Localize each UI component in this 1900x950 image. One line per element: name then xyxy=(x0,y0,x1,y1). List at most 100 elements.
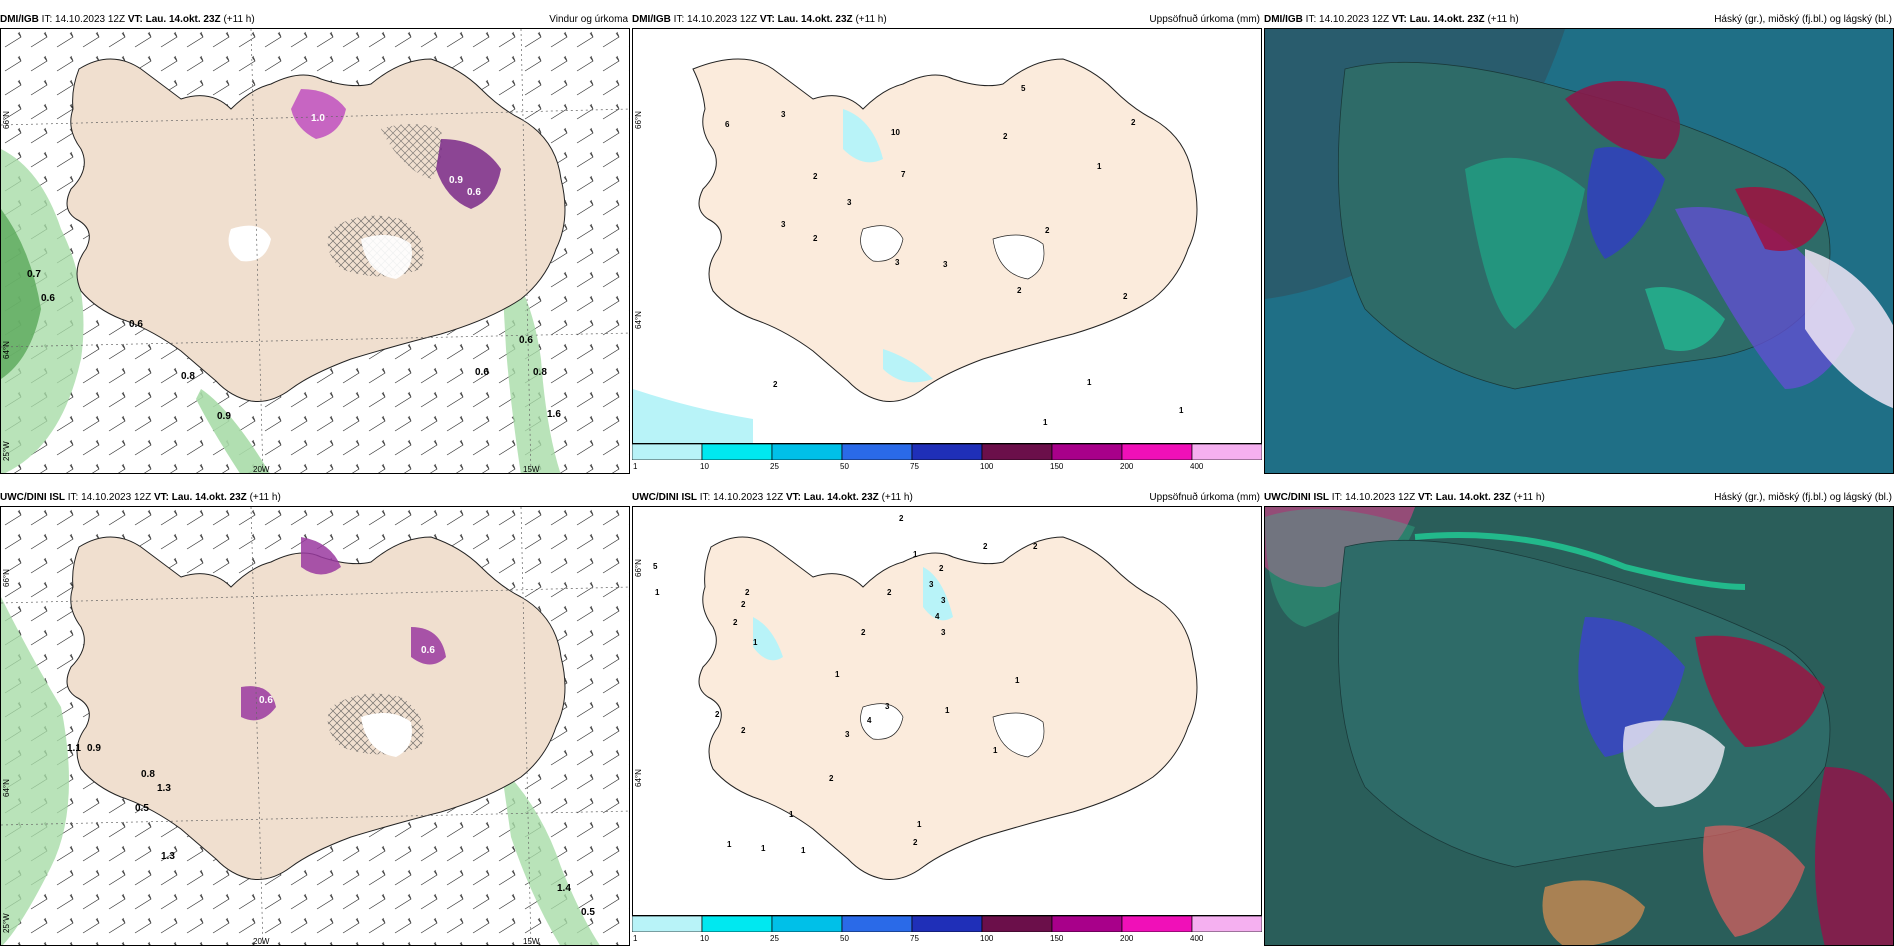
lon-label-20w: 20W xyxy=(253,465,270,474)
gridline-20w xyxy=(250,507,264,945)
precip-value: 0.9 xyxy=(217,411,231,422)
precip-area-east-purple xyxy=(411,627,446,665)
precip-area xyxy=(883,349,933,383)
precip-value: 1.1 xyxy=(67,743,81,754)
panel-clouds-top: DMI/IGB IT: 14.10.2023 12Z VT: Lau. 14.o… xyxy=(1264,12,1894,474)
product-title: Uppsöfnuð úrkoma (mm) xyxy=(1149,492,1260,503)
panel-header: UWC/DINI ISL IT: 14.10.2023 12Z VT: Lau.… xyxy=(1264,490,1894,506)
precip-value: 1 xyxy=(1097,162,1102,171)
lon-label-20w: 20W xyxy=(253,937,270,946)
precip-value: 2 xyxy=(983,542,988,551)
panel-precip-bottom: UWC/DINI ISL IT: 14.10.2023 12Z VT: Lau.… xyxy=(631,490,1263,943)
precip-area-east xyxy=(501,767,600,945)
precip-value: 1 xyxy=(945,706,950,715)
colorbar-tick: 75 xyxy=(910,462,919,471)
wind-values: 0.7 0.6 0.6 0.8 0.9 1.0 0.9 0.6 0.6 0.6 … xyxy=(27,113,561,422)
precip-area-north-purple xyxy=(301,537,341,575)
high-cloud-area xyxy=(1703,825,1805,937)
precip-value: 2 xyxy=(733,618,738,627)
precip-value: 2 xyxy=(899,514,904,523)
colorbar-tick: 1 xyxy=(633,462,638,471)
precip-value: 2 xyxy=(715,710,720,719)
precip-value: 0.8 xyxy=(533,367,547,378)
init-time: 14.10.2023 12Z xyxy=(1345,492,1416,503)
colorbar-swatch xyxy=(631,915,703,933)
precip-value: 0.9 xyxy=(449,175,463,186)
product-title: Háský (gr.), miðský (fj.bl.) og lágský (… xyxy=(1714,14,1892,25)
valid-time: Lau. 14.okt. 23Z xyxy=(145,14,221,25)
colorbar-tick: 10 xyxy=(700,934,709,943)
precip-value: 2 xyxy=(813,172,818,181)
precip-value: 2 xyxy=(939,564,944,573)
precip-value: 1.3 xyxy=(161,851,175,862)
it-label: IT: xyxy=(1331,492,1343,503)
lat-label-64n: 64°N xyxy=(634,311,643,329)
it-label: IT: xyxy=(699,492,711,503)
precip-area-north-purple xyxy=(291,89,346,139)
precip-value: 1 xyxy=(761,844,766,853)
lat-label-64n: 64°N xyxy=(2,341,11,359)
lat-label-64n: 64°N xyxy=(2,779,11,797)
colorbar-swatches xyxy=(631,443,1263,461)
lat-label-66n: 66°N xyxy=(634,559,643,577)
map-area xyxy=(1264,506,1894,946)
colorbar-tick: 150 xyxy=(1050,934,1064,943)
gridline-20w xyxy=(250,29,264,473)
precip-value: 0.7 xyxy=(27,269,41,280)
precip-area-west xyxy=(1,597,69,945)
it-label: IT: xyxy=(67,492,79,503)
precip-value: 6 xyxy=(725,120,730,129)
colorbar-swatch xyxy=(1191,915,1263,933)
it-label: IT: xyxy=(673,14,685,25)
colorbar-tick: 400 xyxy=(1190,934,1204,943)
colorbar-swatch xyxy=(1121,443,1193,461)
map-area: 5 6 3 2 10 2 7 3 3 2 3 2 3 2 1 2 2 1 1 2 xyxy=(632,28,1262,444)
precip-value: 1 xyxy=(1179,406,1184,415)
init-time: 14.10.2023 12Z xyxy=(55,14,126,25)
model-name: UWC/DINI ISL xyxy=(0,492,65,503)
precip-area xyxy=(753,617,783,661)
product-title: Vindur og úrkoma xyxy=(549,14,628,25)
low-cloud-area xyxy=(1265,509,1415,627)
precip-area-east xyxy=(501,259,561,473)
valid-time: Lau. 14.okt. 23Z xyxy=(803,492,879,503)
colorbar-tick: 100 xyxy=(980,462,994,471)
colorbar-swatch xyxy=(981,915,1053,933)
colorbar-swatch xyxy=(981,443,1053,461)
precip-value: 0.6 xyxy=(41,293,55,304)
colorbar-swatch xyxy=(701,915,773,933)
model-name: UWC/DINI ISL xyxy=(632,492,697,503)
panel-precip-top: DMI/IGB IT: 14.10.2023 12Z VT: Lau. 14.o… xyxy=(631,12,1263,471)
precip-value: 1 xyxy=(801,846,806,855)
gridline-66n xyxy=(1,108,629,126)
precip-value: 1 xyxy=(655,588,660,597)
forecast-offset: (+11 h) xyxy=(249,492,281,503)
valid-time: Lau. 14.okt. 23Z xyxy=(1435,492,1511,503)
product-title: Háský (gr.), miðský (fj.bl.) og lágský (… xyxy=(1714,492,1892,503)
colorbar-swatch xyxy=(771,443,843,461)
gridline-64n xyxy=(1,332,629,348)
precip-value: 0.5 xyxy=(135,803,149,814)
precip-value: 3 xyxy=(781,220,786,229)
glacier-hatch-north xyxy=(381,124,443,179)
lat-label-66n: 66°N xyxy=(2,569,11,587)
precip-value: 3 xyxy=(941,596,946,605)
map-area: 2 5 1 2 2 2 2 1 2 3 2 4 3 3 1 2 1 2 2 2 xyxy=(632,506,1262,916)
forecast-offset: (+11 h) xyxy=(1487,14,1519,25)
colorbar-swatch xyxy=(631,443,703,461)
colorbar-tick: 400 xyxy=(1190,462,1204,471)
precip-area xyxy=(923,567,953,621)
lat-label-64n: 64°N xyxy=(634,769,643,787)
lat-label-66n: 66°N xyxy=(2,111,11,129)
precip-value: 5 xyxy=(1021,84,1026,93)
precip-value: 1 xyxy=(1043,418,1048,427)
colorbar xyxy=(631,443,1263,461)
precip-value: 2 xyxy=(741,600,746,609)
gridline-66n xyxy=(1,586,629,604)
lat-label-66n: 66°N xyxy=(634,111,643,129)
precip-value: 1 xyxy=(1087,378,1092,387)
init-time: 14.10.2023 12Z xyxy=(81,492,152,503)
panel-wind-top: DMI/IGB IT: 14.10.2023 12Z VT: Lau. 14.o… xyxy=(0,12,630,474)
precip-value: 3 xyxy=(943,260,948,269)
precip-values: 2 5 1 2 2 2 2 1 2 3 2 4 3 3 1 2 1 2 2 2 xyxy=(653,514,1038,855)
